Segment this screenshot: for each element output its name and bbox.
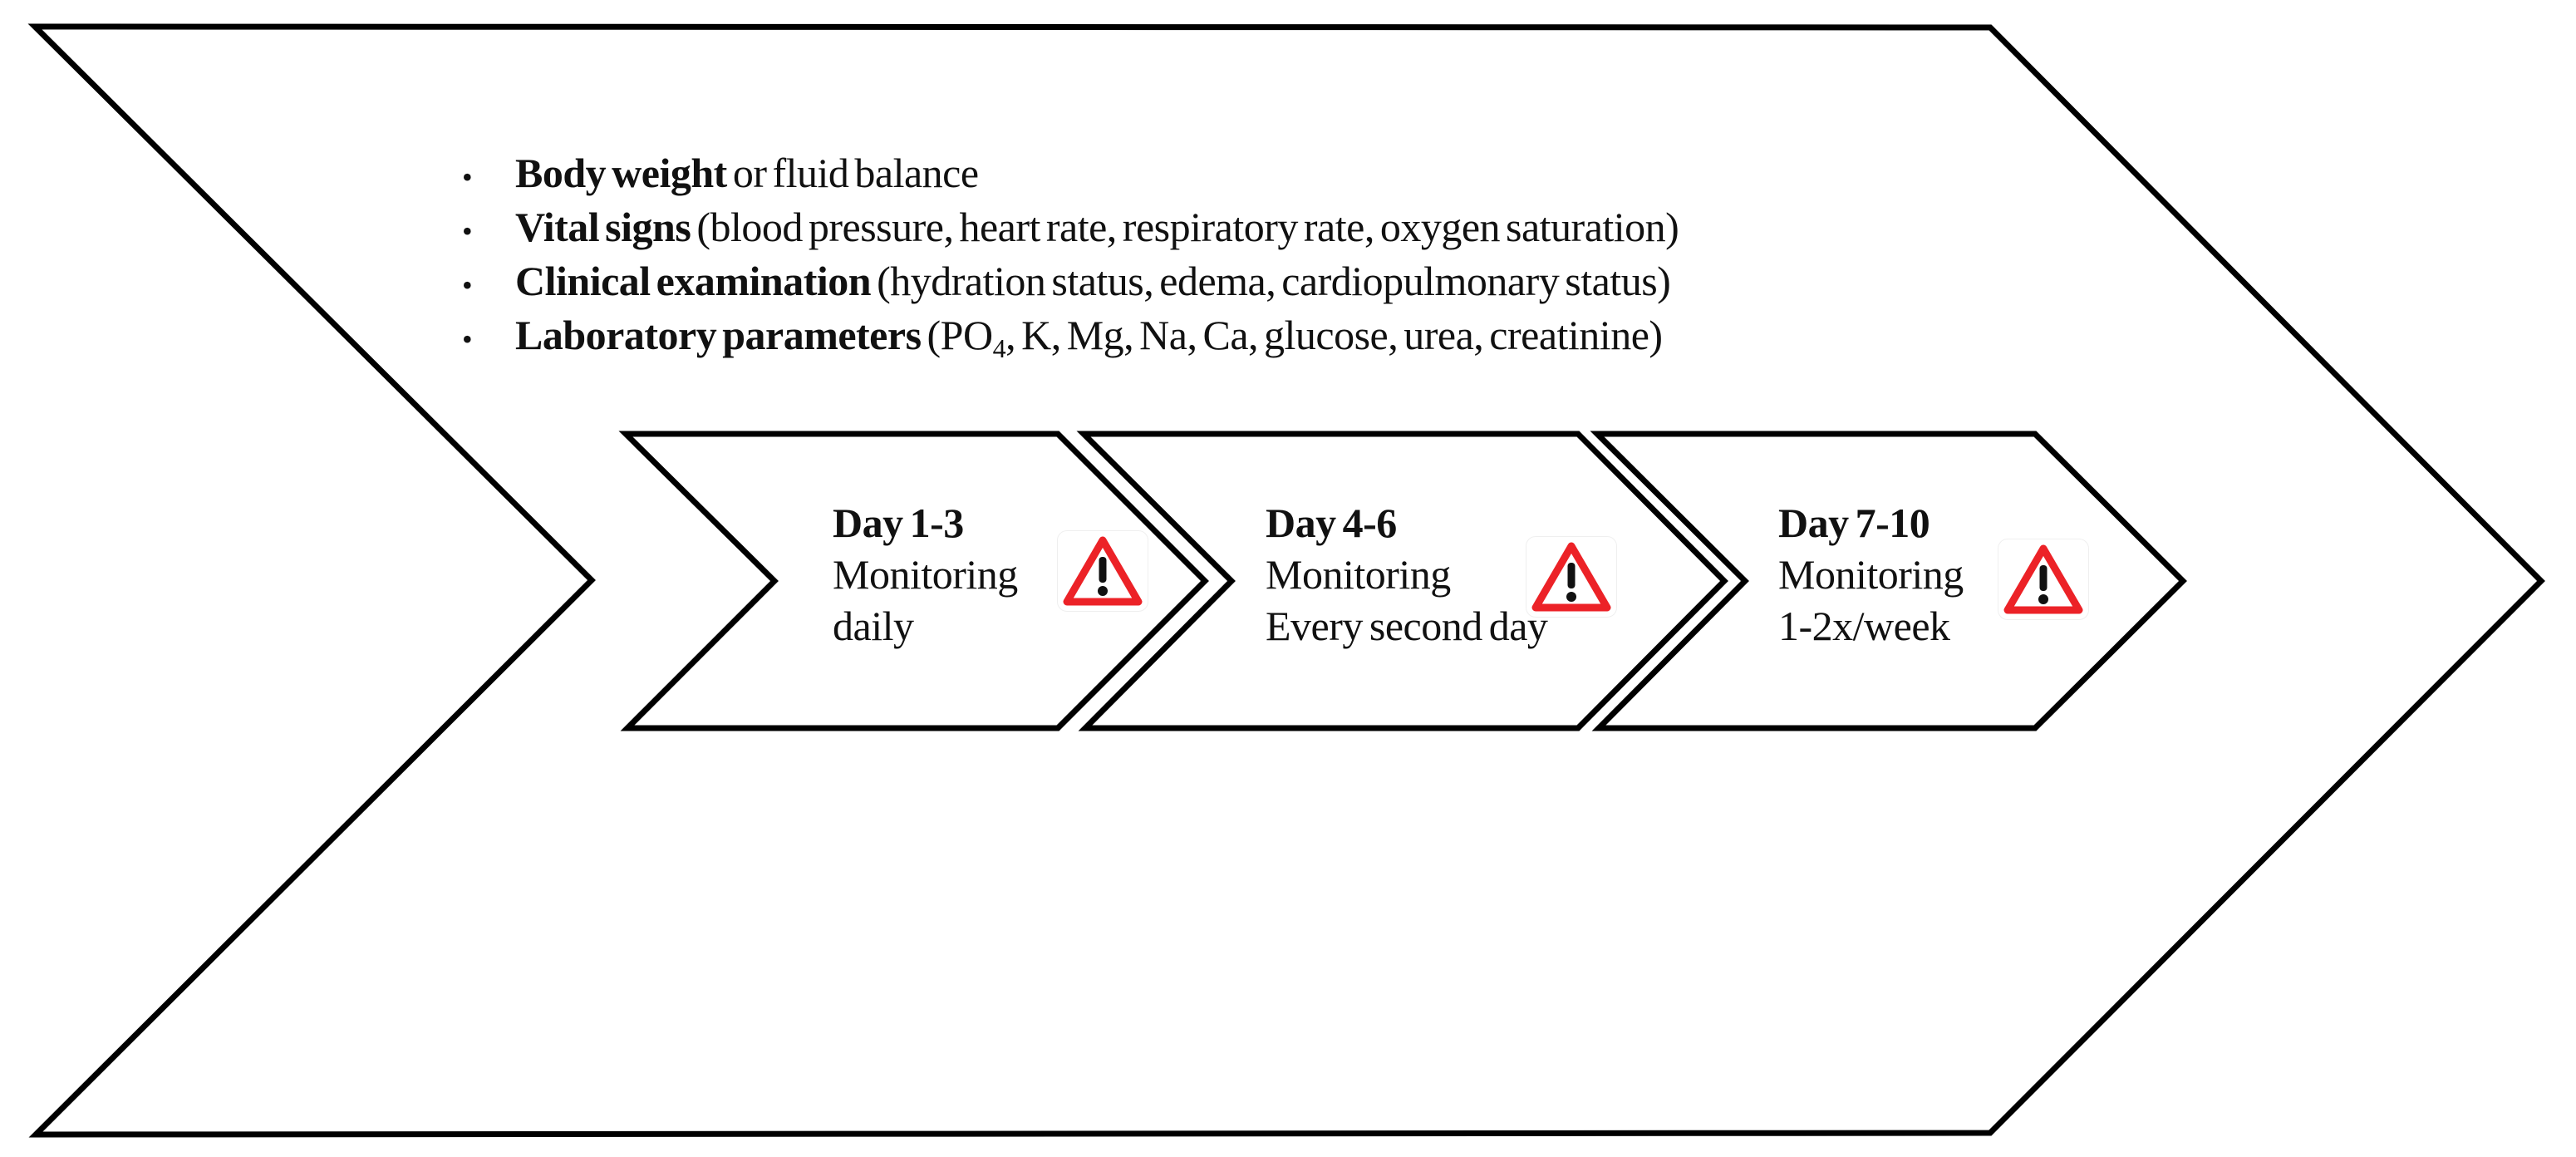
phase-3-line3: 1-2x/week <box>1778 603 1950 649</box>
phase-1-title: Day 1-3 <box>833 500 964 546</box>
bullet-text: Laboratory parameters (PO4, K, Mg, Na, C… <box>515 310 1663 363</box>
phase-2-title: Day 4-6 <box>1266 500 1397 546</box>
phase-3-chevron-shape <box>1590 431 2187 731</box>
list-item: • Body weight or fluid balance <box>462 148 1983 202</box>
list-item: • Vital signs (blood pressure, heart rat… <box>462 202 1983 256</box>
phase-1-chevron-shape <box>618 431 1209 731</box>
phase-1-line2: Monitoring <box>833 551 1018 598</box>
bullet-lead: Body weight <box>515 150 727 196</box>
bullet-lead: Vital signs <box>515 204 691 250</box>
bullet-lead: Laboratory parameters <box>515 312 922 358</box>
phase-2-line3: Every second day <box>1266 603 1548 649</box>
phase-2-chevron-shape <box>1076 431 1728 731</box>
warning-triangle-icon <box>1057 530 1148 612</box>
bullet-icon: • <box>462 214 473 248</box>
bullet-icon: • <box>462 160 473 194</box>
bullet-rest: (blood pressure, heart rate, respiratory… <box>691 204 1679 250</box>
list-item: • Laboratory parameters (PO4, K, Mg, Na,… <box>462 310 1983 364</box>
phase-2-label: Day 4-6 Monitoring Every second day <box>1266 497 1548 652</box>
phase-1-label: Day 1-3 Monitoring daily <box>833 497 1018 652</box>
bullet-lead: Clinical examination <box>515 258 872 304</box>
phase-3-title: Day 7-10 <box>1778 500 1930 546</box>
bullet-text: Vital signs (blood pressure, heart rate,… <box>515 202 1679 252</box>
phase-3-label: Day 7-10 Monitoring 1-2x/week <box>1778 497 1964 652</box>
warning-triangle-icon <box>1998 539 2089 620</box>
bullet-rest-post: , K, Mg, Na, Ca, glucose, urea, creatini… <box>1005 312 1663 358</box>
phase-3-line2: Monitoring <box>1778 551 1964 598</box>
list-item: • Clinical examination (hydration status… <box>462 256 1983 310</box>
bullet-icon: • <box>462 268 473 302</box>
bullet-rest: or fluid balance <box>726 150 979 196</box>
bullet-text: Body weight or fluid balance <box>515 148 979 198</box>
monitoring-parameters-list: • Body weight or fluid balance • Vital s… <box>462 148 1983 364</box>
bullet-rest-pre: (PO <box>921 312 994 358</box>
bullet-text: Clinical examination (hydration status, … <box>515 256 1671 306</box>
warning-triangle-icon <box>1526 536 1617 618</box>
po4-subscript: 4 <box>992 333 1006 363</box>
bullet-icon: • <box>462 322 473 356</box>
bullet-rest: (hydration status, edema, cardiopulmonar… <box>871 258 1671 304</box>
phase-1-line3: daily <box>833 603 914 649</box>
phase-2-line2: Monitoring <box>1266 551 1451 598</box>
